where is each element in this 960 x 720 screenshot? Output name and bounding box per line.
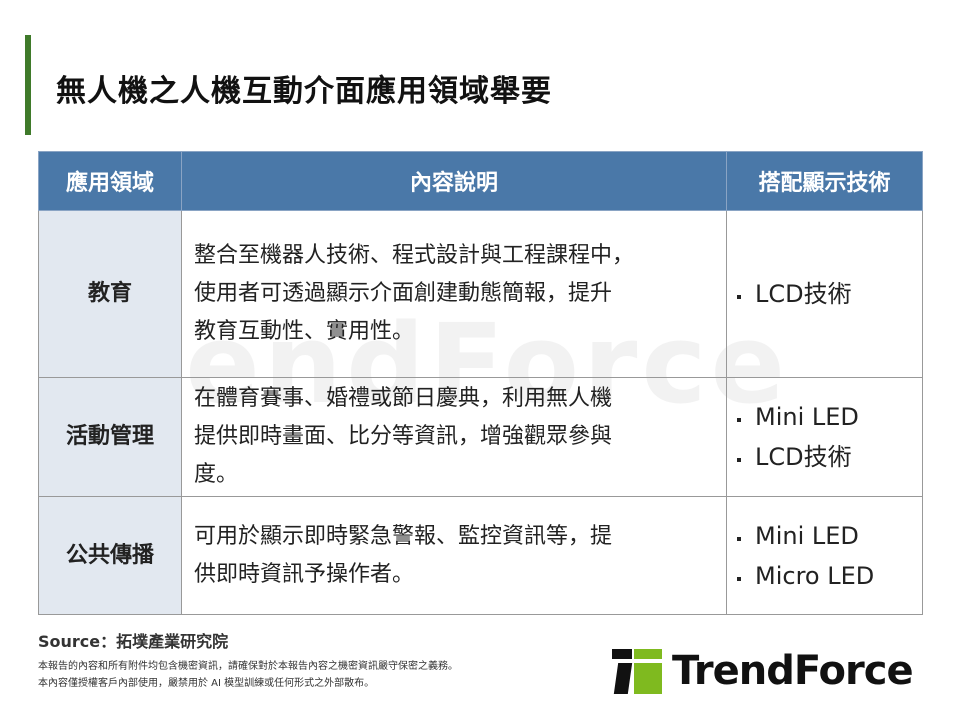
table-header-row: 應用領域 內容說明 搭配顯示技術 bbox=[38, 151, 923, 211]
logo-text: TrendForce bbox=[672, 648, 914, 694]
tech-label: Micro LED bbox=[755, 561, 875, 590]
desc-cell: 整合至機器人技術、程式設計與工程課程中， 使用者可透過顯示介面創建動態簡報，提升教… bbox=[181, 210, 727, 378]
application-table: 應用領域 內容說明 搭配顯示技術 教育 整合至機器人技術、程式設計與工程課程中， 使… bbox=[38, 151, 923, 615]
desc-line: 提供即時畫面、比分等資訊，增強觀眾參與 bbox=[194, 424, 613, 449]
desc-line: 度。 bbox=[194, 462, 239, 487]
area-cell: 公共傳播 bbox=[38, 496, 182, 615]
tech-label: LCD技術 bbox=[755, 280, 852, 308]
tech-item: LCD技術 bbox=[737, 274, 921, 314]
desc-line: 教育互動性、實用性。 bbox=[194, 319, 415, 344]
accent-bar bbox=[25, 35, 31, 135]
tech-item: Mini LED bbox=[737, 397, 921, 437]
table-row: 活動管理 在體育賽事、婚禮或節日慶典，利用無人機 提供即時畫面、比分等資訊，增強觀眾… bbox=[38, 377, 923, 497]
desc-cell: 在體育賽事、婚禮或節日慶典，利用無人機 提供即時畫面、比分等資訊，增強觀眾參與 度。 bbox=[181, 377, 727, 497]
tech-label: Mini LED bbox=[755, 521, 859, 550]
logo-mark-icon bbox=[612, 648, 662, 694]
desc-line: 使用者可透過顯示介面創建動態簡報，提升 bbox=[194, 281, 613, 306]
desc-line: 在體育賽事、婚禮或節日慶典，利用無人機 bbox=[194, 386, 613, 411]
header-desc: 內容說明 bbox=[181, 151, 727, 211]
bullet-icon bbox=[737, 418, 741, 422]
page-title: 無人機之人機互動介面應用領域舉要 bbox=[56, 74, 552, 109]
tech-cell: Mini LED Micro LED bbox=[726, 496, 923, 615]
bullet-icon bbox=[737, 536, 741, 541]
source: Source：拓墣產業研究院 bbox=[38, 632, 229, 651]
usage-note: 本內容僅授權客戶內部使用，嚴禁用於 AI 模型訓練或任何形式之外部散布。 bbox=[38, 678, 375, 689]
header-area: 應用領域 bbox=[38, 151, 182, 211]
confidential-note: 本報告的內容和所有附件均包含機密資訊，請確保對於本報告內容之機密資訊嚴守保密之義… bbox=[38, 661, 458, 672]
desc-line: 供即時資訊予操作者。 bbox=[194, 561, 415, 587]
tech-cell: Mini LED LCD技術 bbox=[726, 377, 923, 497]
table-row: 公共傳播 可用於顯示即時緊急警報、監控資訊等，提 供即時資訊予操作者。 Mini LE… bbox=[38, 496, 923, 615]
tech-label: Mini LED bbox=[755, 403, 859, 431]
header-tech: 搭配顯示技術 bbox=[726, 151, 923, 211]
desc-line: 可用於顯示即時緊急警報、監控資訊等，提 bbox=[194, 523, 613, 549]
bullet-icon bbox=[737, 458, 741, 462]
tech-cell: LCD技術 bbox=[726, 210, 923, 378]
tech-item: LCD技術 bbox=[737, 437, 921, 477]
tech-item: Micro LED bbox=[737, 556, 921, 596]
table-row: 教育 整合至機器人技術、程式設計與工程課程中， 使用者可透過顯示介面創建動態簡報，提… bbox=[38, 210, 923, 378]
area-cell: 活動管理 bbox=[38, 377, 182, 497]
area-cell: 教育 bbox=[38, 210, 182, 378]
desc-line: 整合至機器人技術、程式設計與工程課程中， bbox=[194, 243, 635, 268]
trendforce-logo: TrendForce bbox=[612, 648, 914, 694]
bullet-icon bbox=[737, 295, 741, 299]
tech-item: Mini LED bbox=[737, 516, 921, 556]
tech-label: LCD技術 bbox=[755, 443, 852, 471]
bullet-icon bbox=[737, 576, 741, 581]
desc-cell: 可用於顯示即時緊急警報、監控資訊等，提 供即時資訊予操作者。 bbox=[181, 496, 727, 615]
